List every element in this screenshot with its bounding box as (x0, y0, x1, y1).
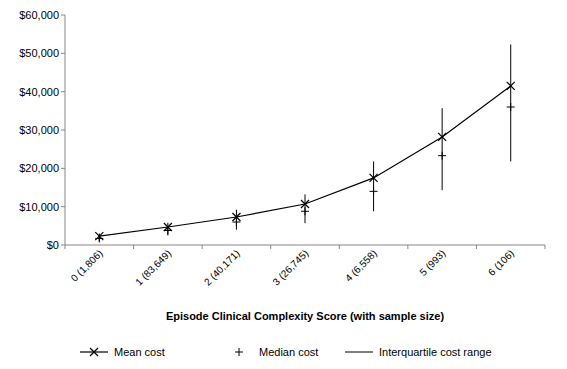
range-bar (373, 161, 374, 211)
x-tick (545, 245, 546, 249)
range-bar (167, 223, 168, 236)
y-tick (61, 168, 65, 169)
y-tick-label: $30,000 (19, 124, 59, 136)
legend-label: Mean cost (114, 346, 165, 358)
y-tick-label: $0 (47, 239, 59, 251)
chart: $0 $10,000 $20,000 $30,000 $40,000 $50,000 $60… (0, 0, 567, 369)
y-tick-label: $40,000 (19, 86, 59, 98)
range-bar (99, 234, 100, 242)
x-tick-label: 4 (6,558) (343, 248, 379, 284)
x-tick (407, 245, 408, 249)
x-tick (270, 245, 271, 249)
x-tick (339, 245, 340, 249)
x-tick-label: 5 (993) (417, 248, 447, 278)
legend-entry: Mean cost (80, 346, 165, 358)
marker (90, 348, 98, 356)
y-tick (61, 53, 65, 54)
legend-label: Interquartile cost range (379, 346, 492, 358)
x-tick-label: 2 (40,171) (202, 248, 242, 288)
y-tick (61, 245, 65, 246)
mean-line (99, 86, 510, 236)
range-bar (305, 194, 306, 223)
x-axis (65, 245, 545, 246)
x-tick-label: 3 (26,745) (270, 248, 310, 288)
x-tick (133, 245, 134, 249)
x-axis-title: Episode Clinical Complexity Score (with … (166, 310, 444, 322)
x-tick (202, 245, 203, 249)
legend-entry: Interquartile cost range (345, 346, 492, 358)
y-tick (61, 206, 65, 207)
range-bar (236, 210, 237, 230)
y-tick-label: $20,000 (19, 162, 59, 174)
marker (95, 234, 103, 242)
x-tick (65, 245, 66, 249)
y-tick-label: $60,000 (19, 9, 59, 21)
y-tick (61, 130, 65, 131)
y-tick (61, 15, 65, 16)
y-tick-label: $50,000 (19, 47, 59, 59)
range-bar (510, 45, 511, 162)
x-tick-label: 0 (1,806) (69, 248, 105, 284)
y-tick-label: $10,000 (19, 201, 59, 213)
legend-entry: Median cost (235, 346, 318, 358)
plot-area (95, 45, 514, 243)
marker (235, 348, 243, 356)
range-bar (442, 108, 443, 190)
legend-label: Median cost (259, 346, 318, 358)
x-tick-label: 6 (106) (486, 248, 516, 278)
y-tick (61, 91, 65, 92)
x-tick (476, 245, 477, 249)
x-tick-label: 1 (83,649) (133, 248, 173, 288)
